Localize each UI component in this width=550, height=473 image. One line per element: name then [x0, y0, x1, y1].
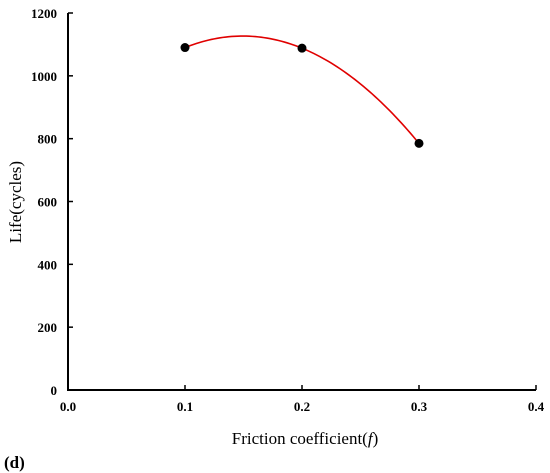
x-ticks: 0.0 0.1 0.2 0.3 0.4 — [60, 385, 545, 414]
y-tick-label: 600 — [38, 195, 58, 210]
y-ticks: 0 200 400 600 800 1000 1200 — [31, 6, 73, 398]
y-tick-label: 400 — [38, 257, 58, 272]
x-tick-label: 0.2 — [294, 399, 310, 414]
series-group — [180, 35, 424, 148]
y-tick-label: 1000 — [31, 69, 57, 84]
data-point — [297, 43, 307, 53]
y-tick-label: 1200 — [31, 6, 57, 21]
panel-label: (d) — [4, 453, 25, 472]
y-tick-label: 0 — [51, 383, 58, 398]
data-point — [414, 138, 424, 148]
axes — [67, 13, 536, 391]
y-tick-label: 200 — [38, 320, 58, 335]
x-tick-label: 0.4 — [528, 399, 545, 414]
y-tick-label: 800 — [38, 132, 58, 147]
x-tick-label: 0.3 — [411, 399, 428, 414]
x-axis-title: Friction coefficient(f) — [232, 429, 379, 448]
x-axis-symbol: f — [368, 429, 375, 448]
data-point — [180, 43, 190, 53]
y-axis-title: Life(cycles) — [6, 161, 25, 243]
x-tick-label: 0.0 — [60, 399, 76, 414]
x-tick-label: 0.1 — [177, 399, 193, 414]
